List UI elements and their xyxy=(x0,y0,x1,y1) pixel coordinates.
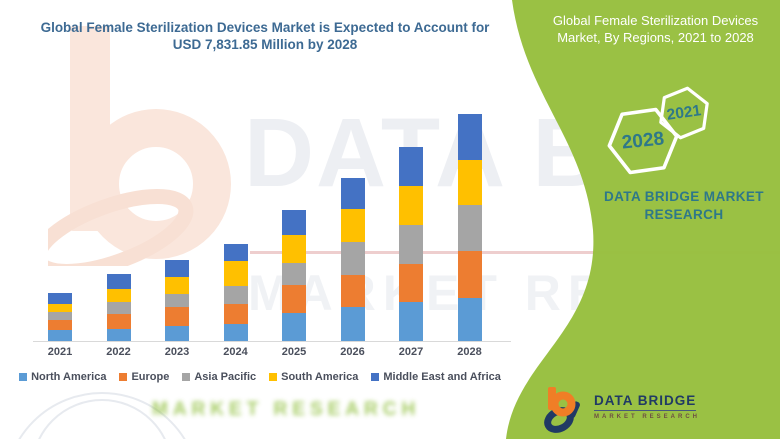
legend-item-asia-pacific: Asia Pacific xyxy=(182,371,256,383)
panel-heading: Global Female Sterilization Devices Mark… xyxy=(552,13,759,45)
bar-2024 xyxy=(223,243,248,341)
segment-europe xyxy=(457,251,482,299)
segment-south-america xyxy=(457,160,482,205)
hexagon-2028 xyxy=(607,107,679,175)
legend-marker-icon xyxy=(182,373,191,381)
x-axis-label-2024: 2024 xyxy=(223,346,248,358)
hexagon-badges: 2028 2021 xyxy=(607,86,709,175)
legend-marker-icon xyxy=(269,373,278,381)
segment-north-america xyxy=(223,324,248,341)
hexagon-2021 xyxy=(659,86,709,140)
segment-middle-east-and-africa xyxy=(106,274,131,289)
bar-2023 xyxy=(165,260,189,341)
x-axis-label-2026: 2026 xyxy=(340,346,365,358)
segment-asia-pacific xyxy=(48,311,72,321)
segment-asia-pacific xyxy=(282,262,306,286)
segment-middle-east-and-africa xyxy=(48,293,72,304)
x-axis-label-2023: 2023 xyxy=(164,346,190,358)
bar-2027 xyxy=(399,146,423,341)
legend-label: Asia Pacific xyxy=(194,371,257,383)
chart-title-line2: USD 7,831.85 Million by 2028 xyxy=(172,37,358,52)
legend-item-europe: Europe xyxy=(119,371,169,383)
segment-south-america xyxy=(340,208,365,242)
segment-south-america xyxy=(106,288,131,303)
legend-marker-icon xyxy=(371,373,380,381)
legend-item-south-america: South America xyxy=(269,371,358,383)
chart-title-line1: Global Female Sterilization Devices Mark… xyxy=(40,20,490,35)
bar-2026 xyxy=(340,177,365,341)
x-axis-label-2025: 2025 xyxy=(281,346,307,358)
segment-south-america xyxy=(48,303,72,312)
segment-europe xyxy=(223,304,248,325)
legend-item-middle-east-and-africa: Middle East and Africa xyxy=(371,371,501,383)
segment-south-america xyxy=(399,186,423,226)
segment-middle-east-and-africa xyxy=(457,114,482,161)
hexagon-2021-label: 2021 xyxy=(666,102,703,124)
segment-north-america xyxy=(48,330,72,341)
segment-north-america xyxy=(457,298,482,341)
x-axis-label-2021: 2021 xyxy=(47,346,73,358)
legend-label: Middle East and Africa xyxy=(383,371,501,383)
x-axis-label-2022: 2022 xyxy=(106,346,131,358)
segment-asia-pacific xyxy=(399,225,423,265)
footer-logo-name: DATA BRIDGE xyxy=(594,393,697,411)
segment-north-america xyxy=(340,306,365,341)
bar-2022 xyxy=(106,274,131,341)
legend-label: South America xyxy=(281,371,359,383)
segment-europe xyxy=(282,285,306,314)
segment-middle-east-and-africa xyxy=(282,209,306,236)
brand-text: DATA BRIDGE MARKET RESEARCH xyxy=(604,189,764,222)
segment-south-america xyxy=(165,276,189,294)
segment-middle-east-and-africa xyxy=(340,177,365,209)
bar-2028 xyxy=(457,114,482,341)
segment-europe xyxy=(165,306,189,326)
segment-south-america xyxy=(282,235,306,263)
footer-logo-tagline: MARKET RESEARCH xyxy=(594,414,701,420)
segment-south-america xyxy=(223,261,248,287)
footer-logo: DATA BRIDGE MARKET RESEARCH xyxy=(540,386,700,434)
segment-asia-pacific xyxy=(106,302,131,315)
segment-asia-pacific xyxy=(340,241,365,276)
segment-north-america xyxy=(106,329,131,341)
segment-europe xyxy=(106,314,131,330)
legend-item-north-america: North America xyxy=(19,371,106,383)
segment-asia-pacific xyxy=(223,286,248,305)
legend-marker-icon xyxy=(119,373,128,381)
legend-label: Europe xyxy=(131,371,170,383)
bar-2021 xyxy=(48,293,72,341)
segment-europe xyxy=(340,275,365,307)
segment-europe xyxy=(48,320,72,331)
chart-legend: North America Europe Asia Pacific South Ame… xyxy=(0,371,520,383)
bar-2025 xyxy=(282,209,306,341)
hexagon-2028-label: 2028 xyxy=(621,128,665,153)
data-bridge-logo-icon xyxy=(544,387,580,433)
segment-asia-pacific xyxy=(165,293,189,307)
chart-title: Global Female Sterilization Devices Mark… xyxy=(15,19,515,53)
legend-marker-icon xyxy=(19,373,28,381)
segment-north-america xyxy=(165,325,189,341)
x-axis-line xyxy=(33,341,511,342)
legend-label: North America xyxy=(31,371,107,383)
segment-europe xyxy=(399,264,423,302)
x-axis-label-2027: 2027 xyxy=(398,346,424,358)
segment-middle-east-and-africa xyxy=(399,146,423,187)
segment-north-america xyxy=(282,313,306,341)
x-axis-label-2028: 2028 xyxy=(457,346,482,358)
segment-north-america xyxy=(399,301,423,341)
segment-asia-pacific xyxy=(457,204,482,252)
